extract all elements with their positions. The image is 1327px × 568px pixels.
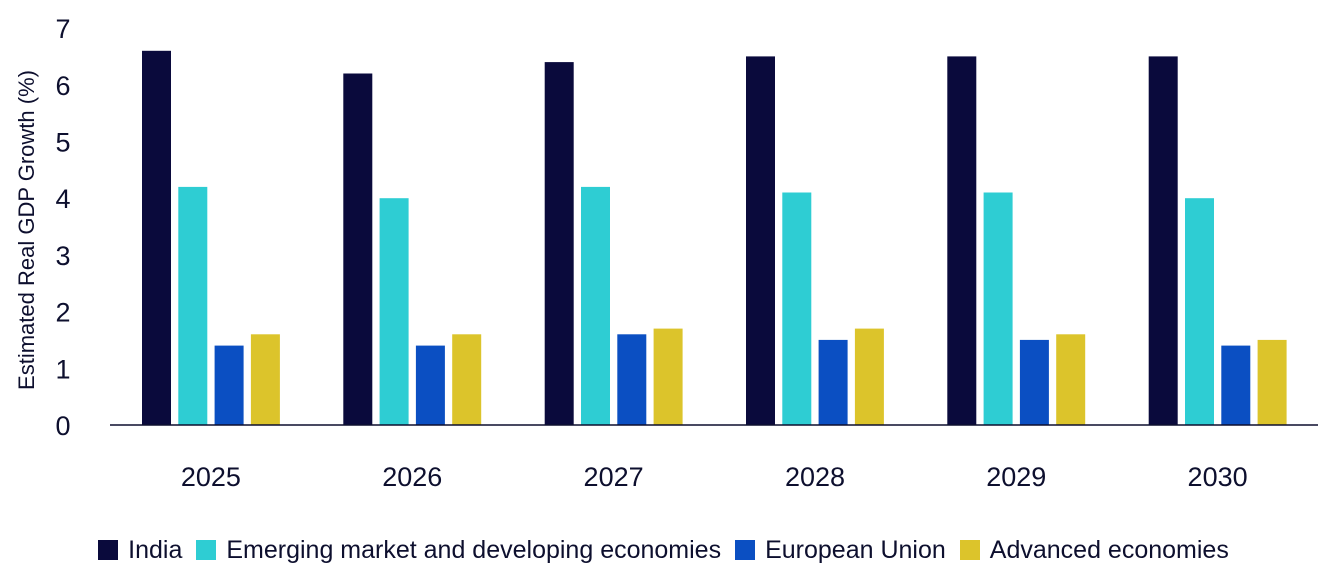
bar-2029-india [947,56,977,426]
x-tick-label: 2026 [382,462,442,492]
y-axis-ticks: 0 1 2 3 4 5 6 7 [55,14,70,441]
legend-swatch [98,540,119,560]
x-tick-label: 2029 [986,462,1046,492]
bars [142,50,1287,426]
bar-2027-european-union [617,334,647,425]
x-tick-label: 2025 [181,462,241,492]
x-tick-label: 2030 [1188,462,1248,492]
bar-2026-european-union [415,345,445,425]
legend-swatch [735,540,756,560]
bar-2030-india [1148,56,1178,426]
bar-2029-advanced-economies [1056,334,1086,425]
bar-2026-india [343,73,373,425]
legend-item: European Union [735,536,946,565]
bar-2027-advanced-economies [653,328,683,425]
bar-2027-emerging-market-and-developing-economies [581,186,610,425]
legend-item: Advanced economies [959,535,1229,565]
y-tick-label: 3 [55,241,70,271]
bar-2027-india [544,62,574,425]
bar-2026-emerging-market-and-developing-economies [379,198,409,425]
bar-2029-emerging-market-and-developing-economies [983,192,1013,425]
x-tick-label: 2027 [584,462,644,492]
legend-item: Emerging market and developing economies [196,536,721,565]
bar-2030-emerging-market-and-developing-economies [1185,198,1214,425]
bar-2030-european-union [1221,345,1251,425]
bar-2025-european-union [214,345,244,425]
bar-2025-emerging-market-and-developing-economies [178,186,208,425]
y-tick-label: 5 [55,128,70,158]
y-axis-title: Estimated Real GDP Growth (%) [14,70,39,390]
bar-2028-emerging-market-and-developing-economies [782,192,812,425]
bar-2030-advanced-economies [1257,339,1287,425]
legend: India Emerging market and developing econ… [0,535,1327,565]
bar-2028-european-union [818,339,848,425]
bar-2025-india [142,50,171,426]
legend-label: Emerging market and developing economies [226,535,722,564]
legend-label: India [128,535,183,564]
y-tick-label: 0 [55,411,70,441]
y-tick-label: 1 [55,354,70,384]
y-tick-label: 6 [55,71,70,101]
legend-swatch [196,540,217,560]
x-axis-ticks: 2025 2026 2027 2028 2029 2030 [181,462,1248,492]
legend-label: European Union [765,535,946,564]
bar-2028-advanced-economies [854,328,884,425]
bar-2025-advanced-economies [250,334,280,425]
legend-swatch [959,540,980,560]
legend-item: India [98,536,182,565]
y-tick-label: 4 [55,184,70,214]
bar-2028-india [746,56,775,426]
y-tick-label: 2 [55,298,70,328]
bar-2026-advanced-economies [452,334,482,425]
x-tick-label: 2028 [785,462,845,492]
bar-2029-european-union [1019,339,1049,425]
legend-label: Advanced economies [989,535,1229,564]
y-tick-label: 7 [55,14,70,44]
